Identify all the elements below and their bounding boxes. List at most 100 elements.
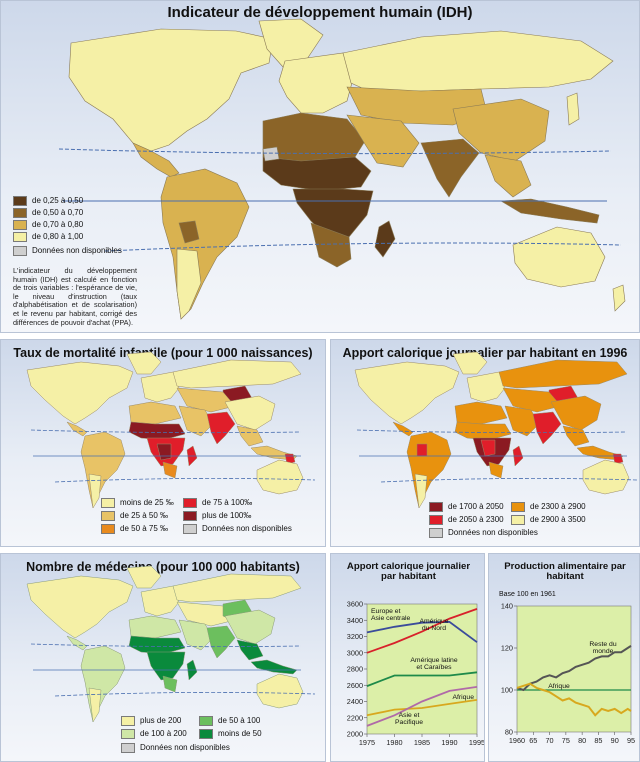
series-label: Reste du [589, 641, 616, 648]
y-tick-label: 2600 [347, 681, 363, 690]
doctors-countries [26, 565, 304, 723]
legend-swatch [101, 524, 115, 534]
y-tick-label: 120 [501, 644, 513, 653]
south-america [160, 168, 250, 320]
x-tick-label: 1975 [359, 738, 375, 747]
calories-legend-na: Données non disponibles [429, 528, 538, 538]
series-line [366, 686, 478, 727]
calories-legend-item: de 2050 à 2300 [429, 515, 504, 525]
y-tick-label: 140 [501, 602, 513, 611]
legend-swatch [13, 196, 27, 206]
y-tick-label: 2000 [347, 730, 363, 739]
doctors-legend-item: de 50 à 100 [199, 716, 260, 726]
doctors-legend-item: moins de 50 [199, 729, 262, 739]
x-tick-label: 95 [627, 736, 635, 745]
y-tick-label: 100 [501, 686, 513, 695]
idh-legend-na: Données non disponibles [13, 246, 122, 256]
x-tick-label: 1985 [414, 738, 430, 747]
mortality-title: Taux de mortalité infantile (pour 1 000 … [13, 346, 313, 360]
se-asia [484, 154, 532, 198]
food-production-line-chart: Base 100 en 1961 80 100 120 140 1960 65 70 75 80 8… [499, 591, 635, 745]
legend-swatch [121, 729, 135, 739]
y-tick-label: 3200 [347, 632, 363, 641]
mortality-legend-na: Données non disponibles [183, 524, 292, 534]
russia [342, 30, 614, 94]
legend-swatch [13, 220, 27, 230]
y-tick-label: 3600 [347, 600, 363, 609]
mortality-legend-item: de 50 à 75 ‰ [101, 524, 168, 534]
legend-swatch [121, 743, 135, 753]
y-tick-label: 3400 [347, 616, 363, 625]
x-tick-label: 1960 [509, 736, 525, 745]
legend-swatch [199, 729, 213, 739]
series-label: Pacifique [395, 719, 423, 726]
legend-swatch [183, 511, 197, 521]
series-line [516, 682, 632, 717]
series-label: Asie centrale [371, 615, 411, 622]
south-america-south [176, 248, 202, 320]
series-label: Europe et [371, 608, 401, 615]
y-tick-label: 2200 [347, 713, 363, 722]
idh-legend-item: de 0,70 à 0,80 [13, 220, 83, 230]
x-tick-label: 1995 [469, 738, 485, 747]
legend-swatch [199, 716, 213, 726]
calories-title: Apport calorique journalier par habitant… [342, 346, 628, 360]
calories-world-map [354, 351, 638, 509]
x-tick-label: 70 [546, 736, 554, 745]
series-line [366, 671, 478, 687]
legend-swatch [511, 502, 525, 512]
idh-legend: de 0,25 à 0,50 de 0,50 à 0,70 de 0,70 à … [13, 196, 133, 258]
sahel [262, 156, 372, 192]
legend-swatch [183, 524, 197, 534]
food-chart-title: Production alimentaire par habitant [504, 561, 626, 583]
doctors-legend-item: plus de 200 [121, 716, 181, 726]
series-label: monde [593, 648, 614, 655]
madagascar [374, 220, 396, 258]
calories-legend-item: de 2300 à 2900 [511, 502, 586, 512]
europe [278, 52, 354, 114]
idh-panel: Indicateur de développement humain (IDH) [0, 0, 640, 333]
indonesia [500, 198, 600, 224]
idh-reference-lines [58, 148, 622, 252]
mortality-legend-item: de 25 à 50 ‰ [101, 511, 168, 521]
x-tick-label: 90 [611, 736, 619, 745]
legend-swatch [183, 498, 197, 508]
calories-legend: de 1700 à 2050 de 2050 à 2300 Données no… [429, 502, 639, 544]
calories-legend-item: de 2900 à 3500 [511, 515, 586, 525]
idh-legend-item: de 0,25 à 0,50 [13, 196, 83, 206]
series-label: et Caraïbes [416, 664, 452, 671]
idh-countries [68, 18, 626, 320]
series-line [366, 608, 478, 654]
series-label: du Nord [422, 625, 446, 632]
idh-legend-item: de 0,80 à 1,00 [13, 232, 83, 242]
legend-swatch [13, 232, 27, 242]
new-zealand [612, 284, 626, 312]
series-label: Amérique [419, 618, 448, 625]
mortality-legend-item: moins de 25 ‰ [101, 498, 174, 508]
legend-swatch [101, 511, 115, 521]
japan [566, 92, 580, 126]
mortality-legend-item: plus de 100‰ [183, 511, 251, 521]
legend-swatch [511, 515, 525, 525]
legend-swatch [121, 716, 135, 726]
legend-swatch [13, 208, 27, 218]
india [420, 138, 480, 198]
doctors-title: Nombre de médecins (pour 100 000 habitan… [26, 560, 300, 574]
y-tick-label: 2800 [347, 665, 363, 674]
idh-world-map [58, 18, 626, 320]
y-tick-label: 80 [505, 728, 513, 737]
doctors-legend-item: de 100 à 200 [121, 729, 187, 739]
y-tick-label: 2400 [347, 697, 363, 706]
series-label: Afrique [452, 694, 474, 701]
idh-legend-item: de 0,50 à 0,70 [13, 208, 83, 218]
calories-reference-lines [356, 429, 638, 483]
series-line [516, 645, 632, 692]
idh-title: Indicateur de développement humain (IDH) [167, 4, 473, 21]
legend-swatch [13, 246, 27, 256]
chart-subtitle: Base 100 en 1961 [499, 591, 556, 598]
legend-swatch [429, 515, 443, 525]
x-tick-label: 1980 [386, 738, 402, 747]
legend-swatch [101, 498, 115, 508]
series-label: Amérique latine [410, 657, 457, 664]
bolivia [178, 220, 200, 244]
